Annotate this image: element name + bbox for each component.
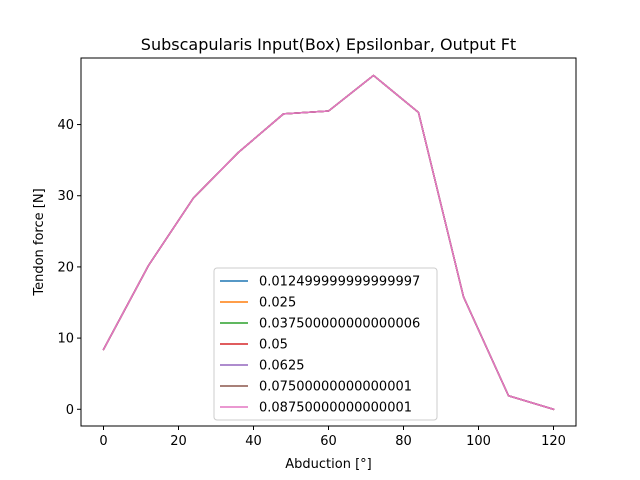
x-tick-label: 60: [320, 434, 337, 449]
x-tick-label: 120: [541, 434, 566, 449]
y-tick-label: 30: [57, 189, 74, 204]
y-tick-label: 40: [57, 118, 74, 133]
x-axis-label: Abduction [°]: [285, 457, 371, 472]
x-tick-label: 40: [245, 434, 262, 449]
legend-entry-label: 0.0625: [259, 359, 305, 374]
legend-entry-label: 0.07500000000000001: [259, 380, 412, 395]
x-tick-label: 100: [466, 434, 491, 449]
plot-lines: [102, 74, 555, 411]
legend-box: [213, 267, 438, 421]
legend: 0.012499999999999997 0.025 0.0375000000000…: [213, 267, 438, 421]
chart-title: Subscapularis Input(Box) Epsilonbar, Out…: [141, 35, 516, 54]
x-tick-label: 20: [170, 434, 187, 449]
x-tick-label: 80: [395, 434, 412, 449]
legend-entry-label: 0.05: [259, 338, 288, 353]
y-tick-label: 10: [57, 332, 74, 347]
legend-entry-label: 0.037500000000000006: [259, 317, 420, 332]
legend-entry-label: 0.08750000000000001: [259, 401, 412, 416]
y-tick-label: 20: [57, 260, 74, 275]
legend-entry-label: 0.012499999999999997: [259, 275, 420, 290]
y-tick-label: 0: [66, 403, 74, 418]
y-axis-label: Tendon force [N]: [32, 188, 47, 296]
x-tick-label: 0: [99, 434, 107, 449]
legend-entry-label: 0.025: [259, 296, 296, 311]
y-axis-ticks: 0 10 20 30 40: [57, 118, 81, 418]
x-axis-ticks: 0 20 40 60 80 100 120: [99, 426, 566, 449]
series-line-7: [102, 74, 555, 411]
